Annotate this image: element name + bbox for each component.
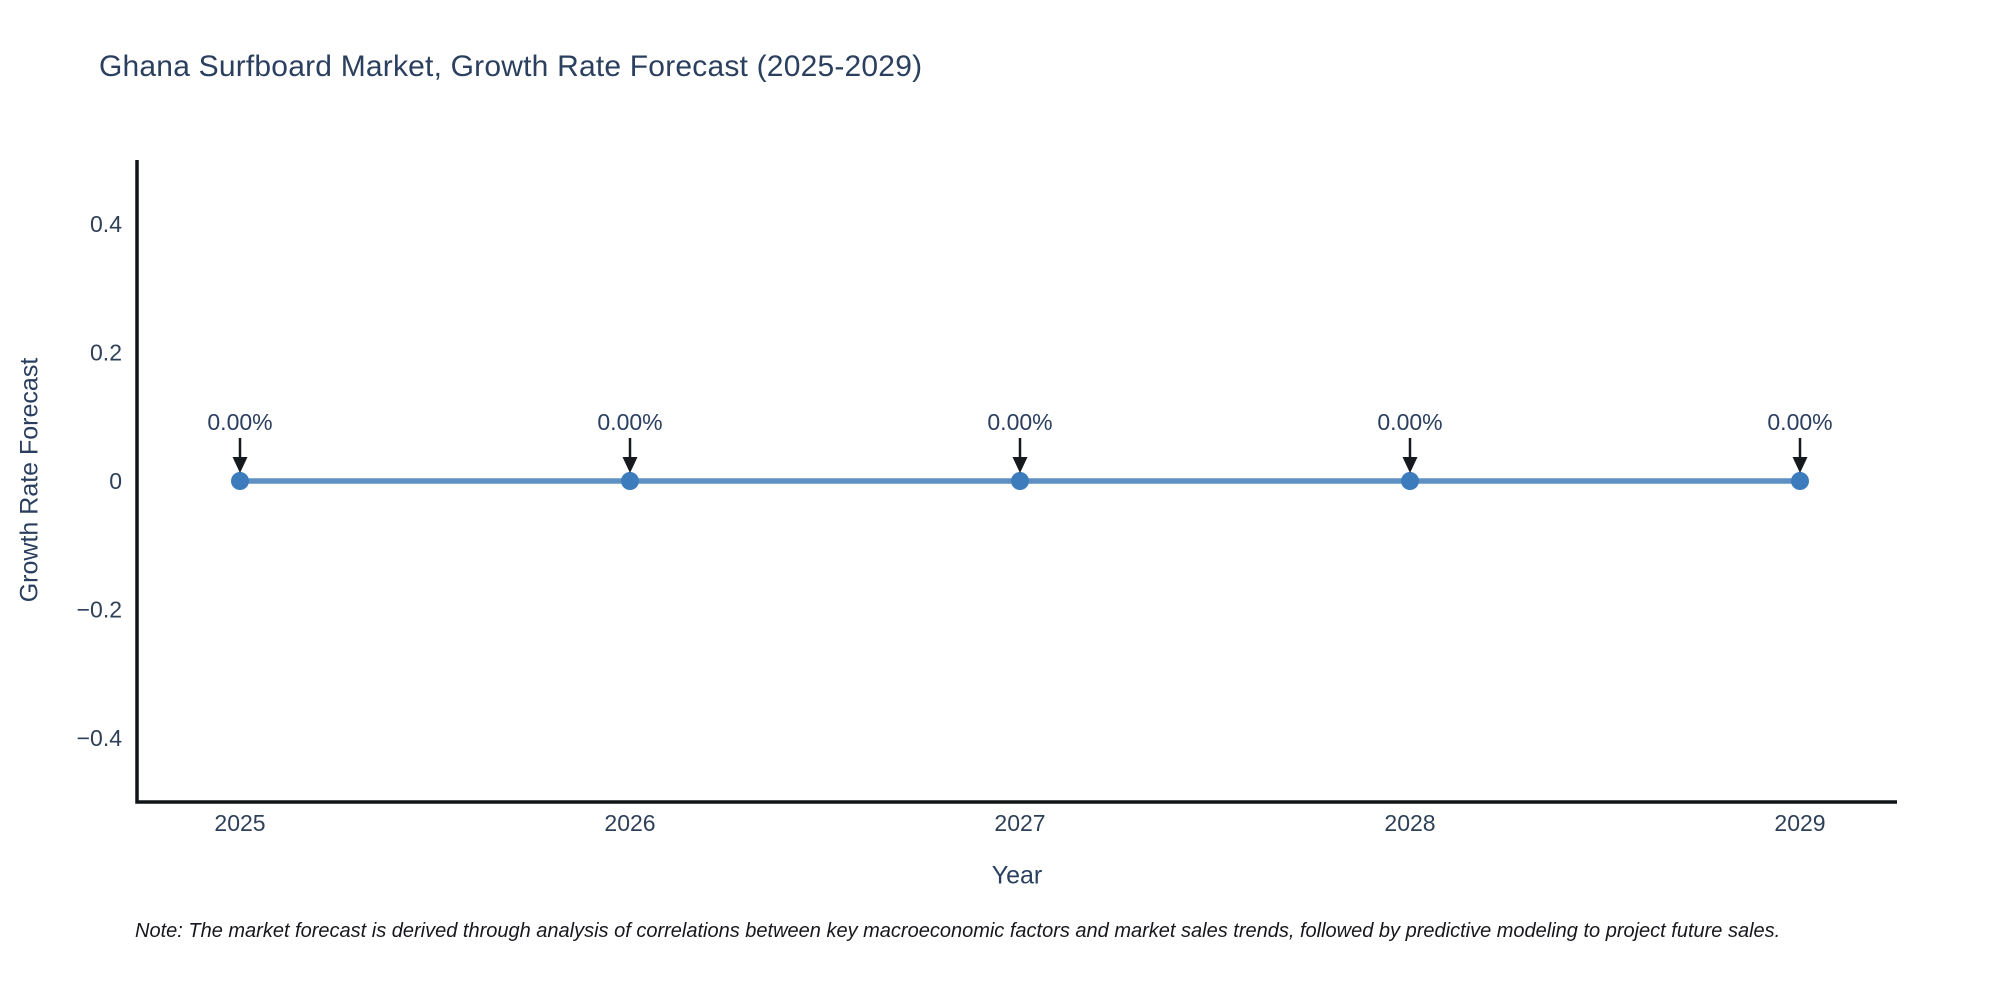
data-point-marker[interactable] <box>231 472 249 490</box>
annotation-label: 0.00% <box>597 409 662 435</box>
annotation-arrow-head <box>1792 457 1808 473</box>
y-tick-label: 0.2 <box>90 340 122 366</box>
chart-title: Ghana Surfboard Market, Growth Rate Fore… <box>99 50 923 83</box>
y-tick-label: 0 <box>109 468 122 494</box>
annotation-label: 0.00% <box>987 409 1052 435</box>
y-tick-label: −0.2 <box>77 596 122 622</box>
annotation-arrow-head <box>232 457 248 473</box>
axis-lines <box>135 160 1897 804</box>
x-tick-label: 2026 <box>604 810 655 836</box>
annotation-arrow-head <box>1402 457 1418 473</box>
data-point-marker[interactable] <box>1791 472 1809 490</box>
annotation-arrow-head <box>1012 457 1028 473</box>
annotation-label: 0.00% <box>1767 409 1832 435</box>
annotation-label: 0.00% <box>1377 409 1442 435</box>
y-tick-label: −0.4 <box>77 725 123 751</box>
x-axis-title: Year <box>991 861 1043 890</box>
data-point-marker[interactable] <box>621 472 639 490</box>
x-tick-label: 2028 <box>1384 810 1435 836</box>
annotation-arrow-head <box>622 457 638 473</box>
x-tick-label: 2027 <box>994 810 1045 836</box>
y-tick-label: 0.4 <box>90 211 122 237</box>
x-tick-label: 2025 <box>214 810 265 836</box>
y-axis-title: Growth Rate Forecast <box>15 357 44 603</box>
x-tick-label: 2029 <box>1774 810 1825 836</box>
data-point-marker[interactable] <box>1011 472 1029 490</box>
footnote: Note: The market forecast is derived thr… <box>135 920 1781 942</box>
data-point-marker[interactable] <box>1401 472 1419 490</box>
annotation-label: 0.00% <box>207 409 272 435</box>
